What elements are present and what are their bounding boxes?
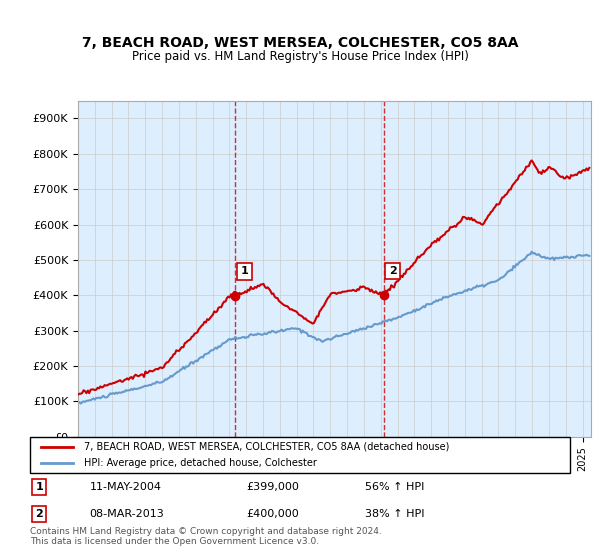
Text: 1: 1 — [241, 267, 248, 277]
Text: 7, BEACH ROAD, WEST MERSEA, COLCHESTER, CO5 8AA: 7, BEACH ROAD, WEST MERSEA, COLCHESTER, … — [82, 36, 518, 50]
FancyBboxPatch shape — [30, 437, 570, 473]
Text: 1: 1 — [35, 482, 43, 492]
Text: Contains HM Land Registry data © Crown copyright and database right 2024.
This d: Contains HM Land Registry data © Crown c… — [30, 526, 382, 546]
Text: £399,000: £399,000 — [246, 482, 299, 492]
Text: £400,000: £400,000 — [246, 509, 299, 519]
Text: 08-MAR-2013: 08-MAR-2013 — [89, 509, 164, 519]
Text: Price paid vs. HM Land Registry's House Price Index (HPI): Price paid vs. HM Land Registry's House … — [131, 50, 469, 63]
Text: 7, BEACH ROAD, WEST MERSEA, COLCHESTER, CO5 8AA (detached house): 7, BEACH ROAD, WEST MERSEA, COLCHESTER, … — [84, 442, 449, 452]
Text: 2: 2 — [389, 266, 397, 276]
Text: HPI: Average price, detached house, Colchester: HPI: Average price, detached house, Colc… — [84, 458, 317, 468]
Text: 2: 2 — [35, 509, 43, 519]
Text: 56% ↑ HPI: 56% ↑ HPI — [365, 482, 424, 492]
Text: 11-MAY-2004: 11-MAY-2004 — [89, 482, 161, 492]
Text: 38% ↑ HPI: 38% ↑ HPI — [365, 509, 424, 519]
